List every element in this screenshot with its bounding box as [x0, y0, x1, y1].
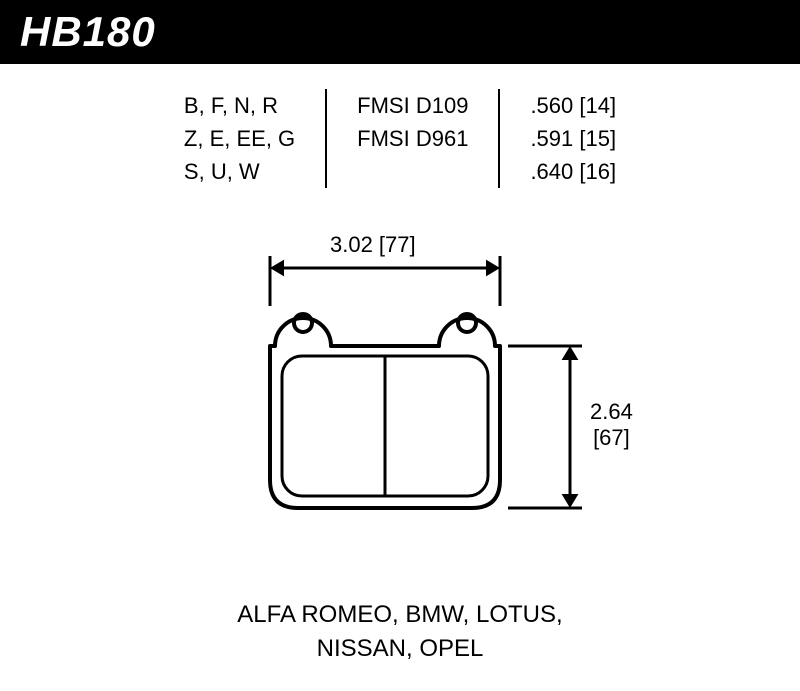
spec-col-codes: B, F, N, R Z, E, EE, G S, U, W [154, 89, 325, 188]
diagram-area: 3.02 [77] 2.64[67] [0, 208, 800, 588]
spec-col-fmsi: FMSI D109 FMSI D961 [325, 89, 500, 188]
spec-cell: B, F, N, R [184, 89, 295, 122]
brand-list: ALFA ROMEO, BMW, LOTUS, NISSAN, OPEL [0, 598, 800, 665]
height-dimension-label: 2.64[67] [590, 399, 633, 451]
spec-cell: FMSI D961 [357, 122, 468, 155]
spec-cell: FMSI D109 [357, 89, 468, 122]
width-dimension-label: 3.02 [77] [330, 232, 416, 258]
spec-cell: Z, E, EE, G [184, 122, 295, 155]
brand-line: ALFA ROMEO, BMW, LOTUS, [0, 598, 800, 632]
spec-cell: .560 [14] [530, 89, 616, 122]
spec-cell: .640 [16] [530, 155, 616, 188]
spec-cell: S, U, W [184, 155, 295, 188]
brake-pad-diagram [0, 208, 800, 588]
spec-col-thickness: .560 [14] .591 [15] .640 [16] [500, 89, 646, 188]
spec-cell: .591 [15] [530, 122, 616, 155]
header-bar: HB180 [0, 0, 800, 64]
part-number: HB180 [20, 8, 156, 55]
spec-table: B, F, N, R Z, E, EE, G S, U, W FMSI D109… [0, 89, 800, 188]
brand-line: NISSAN, OPEL [0, 632, 800, 666]
